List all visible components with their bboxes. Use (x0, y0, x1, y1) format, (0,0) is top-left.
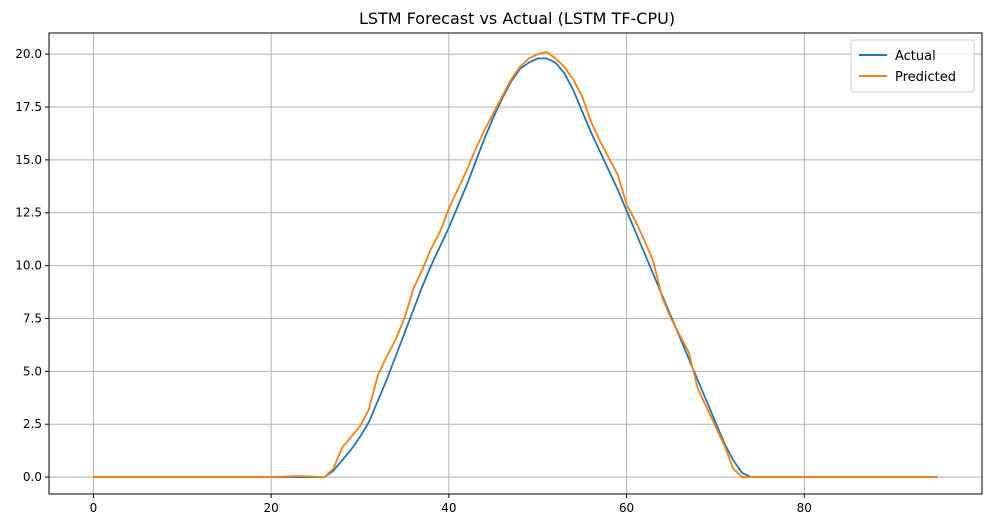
legend-box (850, 39, 975, 93)
axis-ticks: 0 20 40 60 80 0.0 2.5 5.0 7.5 10.0 12.5 15.0 17.5 20.… (15, 47, 812, 515)
y-tick-label: 7.5 (23, 311, 42, 325)
y-tick-label: 2.5 (23, 417, 42, 431)
legend-label-predicted: Predicted (895, 70, 956, 85)
y-tick-label: 15.0 (15, 153, 42, 167)
x-tick-label: 40 (441, 501, 456, 515)
x-tick-label: 0 (90, 501, 98, 515)
plot-frame (48, 32, 983, 495)
grid (49, 33, 982, 494)
series-line-actual (93, 57, 938, 478)
y-tick-label: 0.0 (23, 470, 42, 484)
y-tick-label: 10.0 (15, 259, 42, 273)
y-tick-label: 12.5 (15, 206, 42, 220)
x-tick-label: 80 (797, 501, 812, 515)
series-line-predicted (93, 51, 938, 478)
chart-title: LSTM Forecast vs Actual (LSTM TF-CPU) (359, 9, 675, 28)
y-tick-label: 5.0 (23, 364, 42, 378)
series-layer (93, 51, 938, 478)
y-tick-label: 20.0 (15, 47, 42, 61)
x-tick-label: 20 (264, 501, 279, 515)
legend-label-actual: Actual (895, 49, 936, 64)
x-tick-label: 60 (619, 501, 634, 515)
y-tick-label: 17.5 (15, 100, 42, 114)
legend: Actual Predicted (850, 39, 975, 93)
